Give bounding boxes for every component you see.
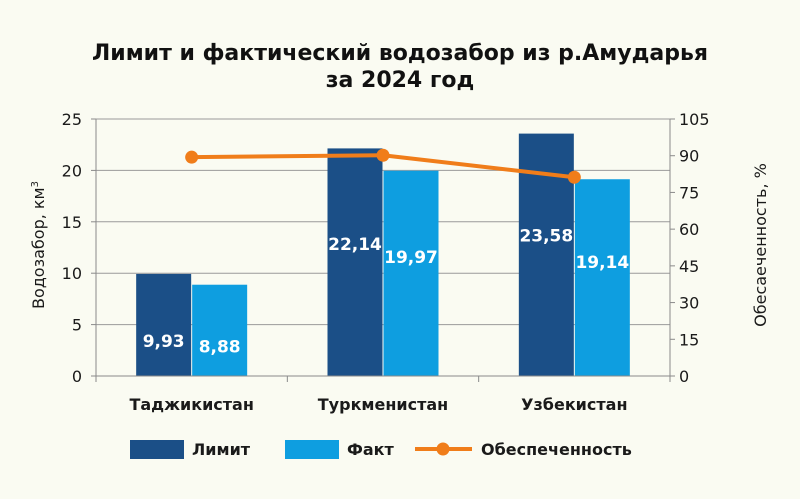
legend-label-coverage: Обеспеченность [481,440,632,459]
category-label: Таджикистан [129,395,253,414]
right-tick-label: 30 [679,294,699,313]
left-tick-label: 25 [62,110,82,129]
bar-fact [192,284,248,376]
left-axis-ticks: 0 5 10 15 20 25 [62,110,82,386]
bar-limit [136,273,192,376]
right-axis-ticks: 0 15 30 45 60 75 90 105 [679,110,710,386]
right-tick-label: 90 [679,147,699,166]
bar-fact [574,179,630,376]
coverage-line [185,148,581,184]
right-tick-label: 45 [679,257,699,276]
left-tick-label: 20 [62,161,82,180]
category-labels: Таджикистан Туркменистан Узбекистан [129,395,627,414]
legend-swatch-limit [130,440,184,459]
right-tick-label: 0 [679,367,689,386]
bar-value-label: 19,97 [384,248,438,268]
bar-value-label: 23,58 [519,226,573,246]
coverage-point [376,148,390,162]
right-tick-label: 15 [679,330,699,349]
legend-swatch-coverage-marker [436,442,450,456]
right-tick-label: 60 [679,220,699,239]
chart-title-line1: Лимит и фактический водозабор из р.Амуда… [92,41,708,66]
legend-label-limit: Лимит [192,440,251,459]
coverage-point [567,170,581,184]
bar-value-label: 22,14 [328,235,382,255]
right-tick-label: 105 [679,110,710,129]
right-tick-label: 75 [679,183,699,202]
left-tick-label: 15 [62,213,82,232]
right-axis-title: Обесаеченность, % [751,163,770,327]
left-axis-title: Водозабор, км3 [29,181,48,309]
legend: Лимит Факт Обеспеченность [130,440,632,459]
bar-value-label: 8,88 [199,337,241,357]
bar-limit [327,148,383,376]
left-tick-label: 10 [62,264,82,283]
left-tick-label: 5 [72,316,82,335]
category-label: Туркменистан [318,395,448,414]
bar-fact [383,170,439,376]
legend-label-fact: Факт [347,440,395,459]
bar-value-label: 9,93 [143,332,185,352]
axes [91,118,675,382]
coverage-point [185,150,199,164]
bars [136,133,630,376]
left-tick-label: 0 [72,367,82,386]
category-label: Узбекистан [521,395,627,414]
chart-title-line2: за 2024 год [326,68,475,93]
bar-value-label: 19,14 [575,253,629,273]
legend-swatch-fact [285,440,339,459]
